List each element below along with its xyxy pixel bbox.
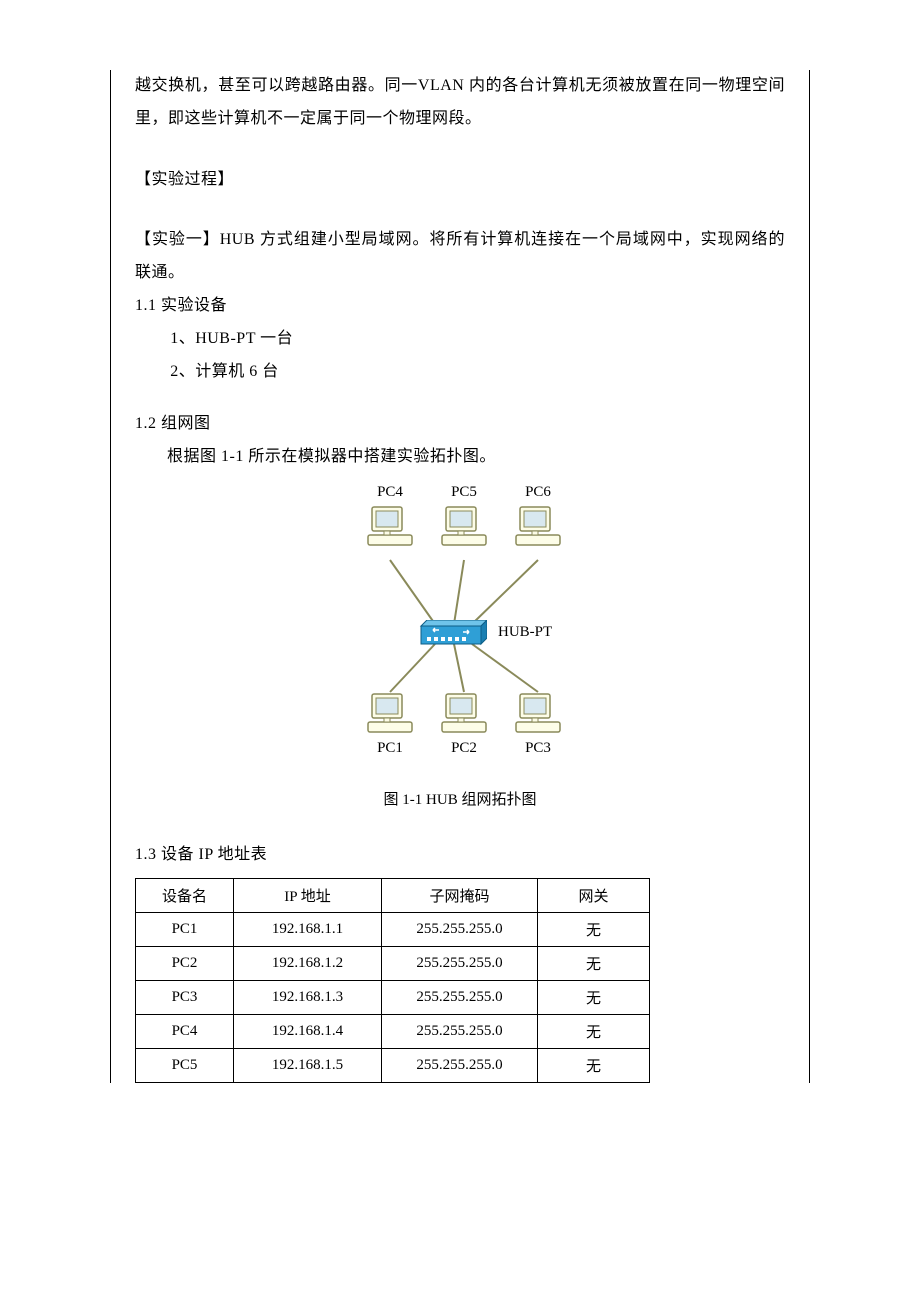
cell-gateway: 无 bbox=[538, 980, 650, 1014]
page: 越交换机，甚至可以跨越路由器。同一VLAN 内的各台计算机无须被放置在同一物理空… bbox=[0, 0, 920, 1083]
section-1-1-title: 1.1 实验设备 bbox=[135, 290, 785, 323]
hub-label: HUB-PT bbox=[498, 624, 552, 641]
caption-text: 组网拓扑图 bbox=[461, 792, 536, 808]
hub-icon bbox=[415, 620, 487, 650]
cell-device: PC4 bbox=[136, 1014, 234, 1048]
table-header-row: 设备名 IP 地址 子网掩码 网关 bbox=[136, 878, 650, 912]
pc-node-pc1: PC1 bbox=[360, 690, 420, 757]
cell-mask: 255.255.255.0 bbox=[382, 912, 538, 946]
table-header-device: 设备名 bbox=[136, 878, 234, 912]
pc-node-pc6: PC6 bbox=[508, 484, 568, 551]
table-header-gateway: 网关 bbox=[538, 878, 650, 912]
cell-gateway: 无 bbox=[538, 1048, 650, 1082]
table-row: PC2 192.168.1.2 255.255.255.0 无 bbox=[136, 946, 650, 980]
computer-icon bbox=[514, 503, 562, 551]
pc-label: PC1 bbox=[360, 740, 420, 757]
cell-device: PC2 bbox=[136, 946, 234, 980]
cell-ip: 192.168.1.1 bbox=[234, 912, 382, 946]
cell-gateway: 无 bbox=[538, 912, 650, 946]
section-1-3-title: 1.3 设备 IP 地址表 bbox=[135, 839, 785, 872]
computer-icon bbox=[366, 690, 414, 738]
cell-ip: 192.168.1.3 bbox=[234, 980, 382, 1014]
computer-icon bbox=[366, 503, 414, 551]
pc-node-pc3: PC3 bbox=[508, 690, 568, 757]
pc-node-pc4: PC4 bbox=[360, 484, 420, 551]
heading-process: 【实验过程】 bbox=[135, 164, 785, 197]
table-row: PC5 192.168.1.5 255.255.255.0 无 bbox=[136, 1048, 650, 1082]
section-1-2-body: 根据图 1-1 所示在模拟器中搭建实验拓扑图。 bbox=[135, 441, 785, 474]
cell-mask: 255.255.255.0 bbox=[382, 1014, 538, 1048]
equipment-item-1: 1、HUB-PT 一台 bbox=[135, 323, 785, 356]
content-frame: 越交换机，甚至可以跨越路由器。同一VLAN 内的各台计算机无须被放置在同一物理空… bbox=[110, 70, 810, 1083]
table-header-ip: IP 地址 bbox=[234, 878, 382, 912]
cell-mask: 255.255.255.0 bbox=[382, 980, 538, 1014]
cell-ip: 192.168.1.2 bbox=[234, 946, 382, 980]
pc-node-pc5: PC5 bbox=[434, 484, 494, 551]
cell-ip: 192.168.1.4 bbox=[234, 1014, 382, 1048]
cell-device: PC1 bbox=[136, 912, 234, 946]
section-1-2-title: 1.2 组网图 bbox=[135, 408, 785, 441]
table-row: PC1 192.168.1.1 255.255.255.0 无 bbox=[136, 912, 650, 946]
spacer bbox=[135, 809, 785, 839]
table-row: PC3 192.168.1.3 255.255.255.0 无 bbox=[136, 980, 650, 1014]
pc-label: PC6 bbox=[508, 484, 568, 501]
cell-gateway: 无 bbox=[538, 946, 650, 980]
caption-text: HUB bbox=[426, 792, 461, 808]
computer-icon bbox=[440, 503, 488, 551]
cell-mask: 255.255.255.0 bbox=[382, 946, 538, 980]
cell-device: PC3 bbox=[136, 980, 234, 1014]
pc-node-pc2: PC2 bbox=[434, 690, 494, 757]
paragraph-vlan-cont: 越交换机，甚至可以跨越路由器。同一VLAN 内的各台计算机无须被放置在同一物理空… bbox=[135, 70, 785, 136]
spacer bbox=[135, 388, 785, 408]
table-row: PC4 192.168.1.4 255.255.255.0 无 bbox=[136, 1014, 650, 1048]
table-header-mask: 子网掩码 bbox=[382, 878, 538, 912]
caption-text: 图 1-1 bbox=[384, 792, 427, 808]
cell-device: PC5 bbox=[136, 1048, 234, 1082]
computer-icon bbox=[440, 690, 488, 738]
pc-label: PC2 bbox=[434, 740, 494, 757]
cell-ip: 192.168.1.5 bbox=[234, 1048, 382, 1082]
cell-mask: 255.255.255.0 bbox=[382, 1048, 538, 1082]
ip-address-table: 设备名 IP 地址 子网掩码 网关 PC1 192.168.1.1 255.25… bbox=[135, 878, 650, 1083]
cell-gateway: 无 bbox=[538, 1014, 650, 1048]
hub-node bbox=[415, 620, 487, 646]
pc-label: PC5 bbox=[434, 484, 494, 501]
diagram-caption: 图 1-1 HUB 组网拓扑图 bbox=[135, 788, 785, 809]
topology-diagram: PC4 PC5 PC6 bbox=[280, 482, 640, 782]
computer-icon bbox=[514, 690, 562, 738]
equipment-item-2: 2、计算机 6 台 bbox=[135, 356, 785, 389]
pc-label: PC3 bbox=[508, 740, 568, 757]
pc-label: PC4 bbox=[360, 484, 420, 501]
heading-experiment-1: 【实验一】HUB 方式组建小型局域网。将所有计算机连接在一个局域网中，实现网络的… bbox=[135, 224, 785, 290]
